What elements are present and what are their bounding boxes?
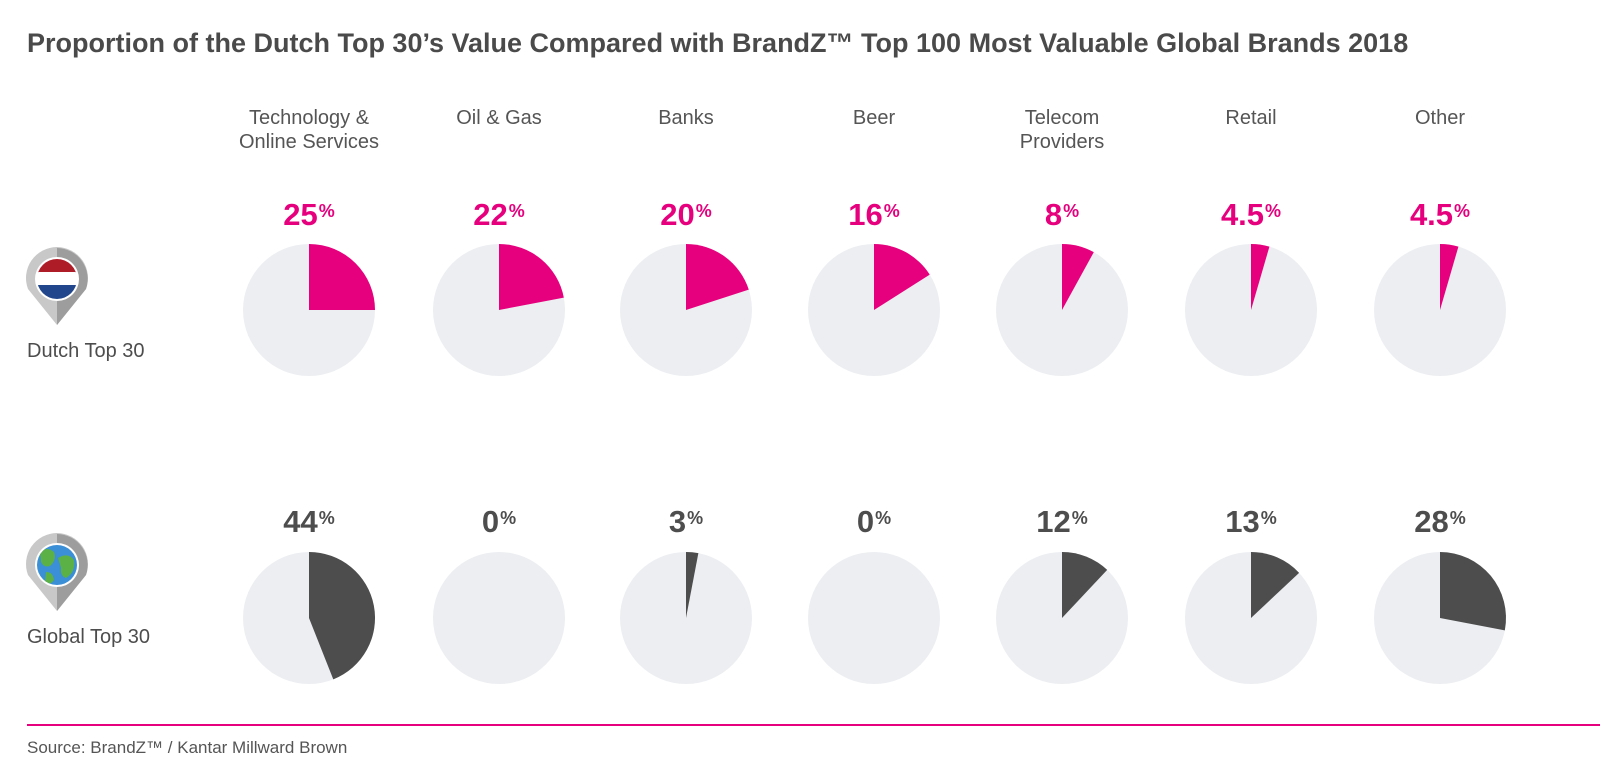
pie-slice xyxy=(1251,244,1270,310)
pie-slice xyxy=(1440,552,1506,631)
data-label: 4.5% xyxy=(1186,198,1316,232)
pie-slice xyxy=(499,244,564,310)
data-label: 44% xyxy=(244,505,374,539)
category-header-line: Beer xyxy=(852,107,896,129)
pie-slice xyxy=(874,244,930,310)
data-label: 16% xyxy=(809,198,939,232)
pie-slice xyxy=(309,244,375,310)
data-label-value: 13 xyxy=(1225,504,1260,539)
data-label-unit: % xyxy=(318,508,335,528)
data-label-unit: % xyxy=(318,201,335,221)
category-header: Telecom Providers xyxy=(972,106,1152,154)
data-label-unit: % xyxy=(1260,508,1277,528)
data-label: 0% xyxy=(434,505,564,539)
row-label-dutch: Dutch Top 30 xyxy=(27,340,145,362)
data-label-value: 8 xyxy=(1044,197,1063,232)
data-label-unit: % xyxy=(1265,201,1282,221)
data-label-value: 0 xyxy=(856,504,875,539)
category-header-line: Other xyxy=(1414,107,1466,129)
data-label-unit: % xyxy=(695,201,712,221)
data-label-value: 25 xyxy=(283,197,318,232)
footer-rule xyxy=(27,724,1600,726)
chart-title: Proportion of the Dutch Top 30’s Value C… xyxy=(27,28,1409,58)
category-header-line: Online Services xyxy=(238,131,380,153)
data-label: 3% xyxy=(621,505,751,539)
data-label: 22% xyxy=(434,198,564,232)
category-header-line: Providers xyxy=(1019,131,1105,153)
category-header-line: Technology & xyxy=(248,107,370,129)
data-label-value: 44 xyxy=(283,504,318,539)
data-label-unit: % xyxy=(508,201,525,221)
data-label-value: 20 xyxy=(660,197,695,232)
data-label-unit: % xyxy=(883,201,900,221)
data-label-value: 16 xyxy=(848,197,883,232)
data-label: 0% xyxy=(809,505,939,539)
globe-pin-icon xyxy=(26,533,88,611)
data-label-value: 3 xyxy=(668,504,687,539)
category-header-line: Banks xyxy=(658,107,714,129)
data-label-value: 0 xyxy=(481,504,500,539)
category-header-line: Oil & Gas xyxy=(456,107,542,129)
data-label: 4.5% xyxy=(1375,198,1505,232)
category-header: Banks xyxy=(596,106,776,130)
pie-background xyxy=(808,552,940,684)
pie-slice xyxy=(686,552,699,618)
netherlands-flag-pin-icon xyxy=(25,247,88,325)
pie-slice xyxy=(1062,244,1094,310)
data-label-unit: % xyxy=(687,508,704,528)
row-label-global: Global Top 30 xyxy=(27,626,151,648)
data-label-unit: % xyxy=(1449,508,1466,528)
data-label-unit: % xyxy=(875,508,892,528)
data-label-value: 4.5 xyxy=(1220,197,1265,232)
data-label-unit: % xyxy=(500,508,517,528)
data-label: 12% xyxy=(997,505,1127,539)
data-label: 8% xyxy=(997,198,1127,232)
pie-slice xyxy=(309,552,376,680)
category-header: Oil & Gas xyxy=(409,106,589,130)
data-label-value: 4.5 xyxy=(1409,197,1454,232)
source-note: Source: BrandZ™ / Kantar Millward Brown xyxy=(27,738,348,757)
category-header: Other xyxy=(1350,106,1530,130)
data-label: 13% xyxy=(1186,505,1316,539)
data-label-unit: % xyxy=(1063,201,1080,221)
data-label-value: 22 xyxy=(473,197,508,232)
pie-slice xyxy=(686,244,749,310)
data-label: 28% xyxy=(1375,505,1505,539)
data-label-value: 12 xyxy=(1036,504,1071,539)
pie-slice xyxy=(1062,552,1108,618)
data-label-value: 28 xyxy=(1414,504,1449,539)
data-label: 20% xyxy=(621,198,751,232)
data-label-unit: % xyxy=(1454,201,1471,221)
category-header: Beer xyxy=(784,106,964,130)
data-label: 25% xyxy=(244,198,374,232)
category-header: Retail xyxy=(1161,106,1341,130)
category-header-line: Telecom xyxy=(1024,107,1100,129)
pie-slice xyxy=(1440,244,1459,310)
pie-slice xyxy=(1251,552,1300,618)
data-label-unit: % xyxy=(1071,508,1088,528)
category-header-line: Retail xyxy=(1225,107,1277,129)
pie-background xyxy=(433,552,565,684)
category-header: Technology & Online Services xyxy=(219,106,399,154)
